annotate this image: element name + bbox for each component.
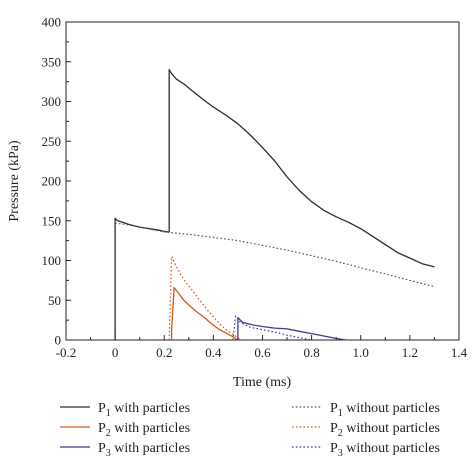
series-line-5 — [235, 317, 347, 341]
legend-item-2: P1 without particles — [292, 401, 440, 419]
x-tick-label: 1.2 — [402, 345, 418, 360]
y-tick-label: 0 — [55, 333, 62, 348]
y-tick-label: 50 — [48, 293, 61, 308]
x-tick-label: -0.2 — [56, 345, 77, 360]
plot-area-border — [65, 21, 460, 341]
y-tick-label: 100 — [42, 253, 62, 268]
series-line-2 — [115, 222, 435, 288]
legend-label: P2 without particles — [330, 421, 440, 439]
y-tick-label: 350 — [42, 54, 62, 69]
x-tick-label: 0.8 — [304, 345, 320, 360]
legend-label: P2 with particles — [98, 421, 190, 439]
legend-label: P1 with particles — [98, 401, 190, 419]
series-line-1 — [114, 69, 435, 340]
legend-label: P3 with particles — [98, 441, 190, 459]
x-tick-label: 1.4 — [451, 345, 468, 360]
x-tick-label: 0.4 — [205, 345, 222, 360]
legend-label: P3 without particles — [330, 441, 440, 459]
y-axis-title: Pressure (kPa) — [7, 140, 22, 222]
y-tick-label: 400 — [42, 15, 62, 30]
legend-item-6: P3 without particles — [292, 441, 440, 459]
series-layer — [114, 69, 435, 341]
legend-label: P1 without particles — [330, 401, 440, 419]
x-axis-ticks: -0.2 0 0.2 0.4 0.6 0.8 1.0 1.2 1.4 — [56, 335, 468, 360]
x-tick-label: 1.0 — [353, 345, 369, 360]
y-tick-label: 250 — [42, 134, 62, 149]
x-tick-label: 0.6 — [254, 345, 271, 360]
x-axis-title: Time (ms) — [233, 375, 292, 390]
series-line-6 — [232, 315, 312, 341]
legend-item-1: P1 with particles — [60, 401, 190, 419]
legend: P1 with particles P1 without particles P2 … — [60, 401, 440, 459]
y-tick-label: 300 — [42, 94, 62, 109]
y-axis-ticks: 0 50 100 150 200 250 300 350 400 — [42, 15, 71, 348]
legend-item-4: P2 without particles — [292, 421, 440, 439]
plot-frame — [65, 21, 460, 341]
y-tick-label: 150 — [42, 213, 62, 228]
y-tick-label: 200 — [42, 174, 62, 189]
x-tick-label: 0.2 — [156, 345, 172, 360]
legend-item-5: P3 with particles — [60, 441, 190, 459]
series-line-4 — [168, 255, 241, 341]
legend-item-3: P2 with particles — [60, 421, 190, 439]
series-line-3 — [170, 286, 239, 341]
x-tick-label: 0 — [112, 345, 119, 360]
